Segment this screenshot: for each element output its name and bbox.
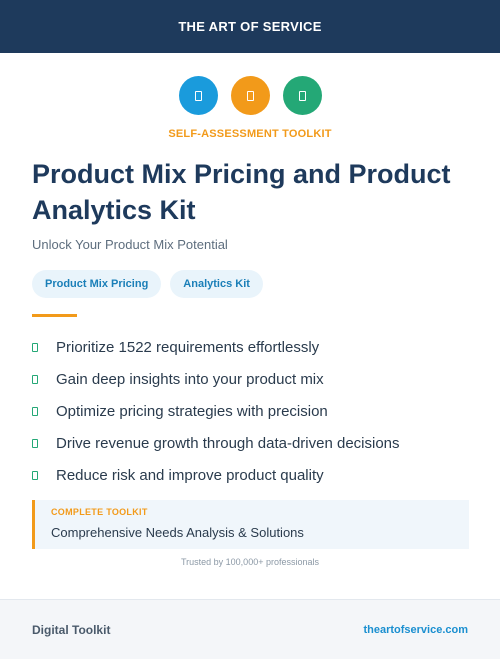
- feature-item: Drive revenue growth through data-driven…: [32, 427, 472, 459]
- trust-note: Trusted by 100,000+ professionals: [180, 557, 319, 567]
- feature-text: Prioritize 1522 requirements effortlessl…: [56, 338, 320, 356]
- callout-text: Comprehensive Needs Analysis & Solutions: [51, 525, 304, 540]
- check-icon: [32, 470, 38, 480]
- tag-analytics-kit: Analytics Kit: [170, 270, 263, 298]
- feature-item: Prioritize 1522 requirements effortlessl…: [32, 331, 472, 363]
- feature-list: Prioritize 1522 requirements effortlessl…: [32, 331, 472, 491]
- feature-item: Optimize pricing strategies with precisi…: [32, 395, 472, 427]
- page-title: Product Mix Pricing and Product Analytic…: [32, 159, 451, 225]
- feature-text: Optimize pricing strategies with precisi…: [56, 402, 328, 420]
- header-bar: THE ART OF SERVICE: [0, 0, 500, 53]
- feature-item: Gain deep insights into your product mix: [32, 363, 472, 395]
- feature-text: Reduce risk and improve product quality: [56, 466, 324, 484]
- kicker-label: SELF-ASSESSMENT TOOLKIT: [168, 128, 332, 140]
- brand-name: THE ART OF SERVICE: [178, 19, 322, 34]
- feature-text: Drive revenue growth through data-driven…: [56, 434, 400, 452]
- icon-row: [0, 76, 500, 115]
- callout-label: COMPLETE TOOLKIT: [51, 507, 148, 517]
- accent-divider: [32, 314, 77, 317]
- check-icon: [32, 438, 38, 448]
- document-icon: [178, 76, 218, 115]
- feature-text: Gain deep insights into your product mix: [56, 370, 324, 388]
- subtitle: Unlock Your Product Mix Potential: [32, 237, 228, 252]
- footer-bar: Digital Toolkit theartofservice.com: [0, 599, 500, 659]
- tag-product-mix-pricing: Product Mix Pricing: [32, 270, 162, 298]
- check-icon: [32, 406, 38, 416]
- notebook-icon: [282, 76, 322, 115]
- tag-list: Product Mix Pricing Analytics Kit: [32, 270, 263, 298]
- feature-item: Reduce risk and improve product quality: [32, 459, 472, 491]
- toolkit-callout: COMPLETE TOOLKIT Comprehensive Needs Ana…: [32, 500, 469, 549]
- clipboard-icon: [230, 76, 270, 115]
- footer-label: Digital Toolkit: [32, 622, 111, 637]
- check-icon: [32, 342, 38, 352]
- website-link[interactable]: theartofservice.com: [363, 623, 468, 636]
- check-icon: [32, 374, 38, 384]
